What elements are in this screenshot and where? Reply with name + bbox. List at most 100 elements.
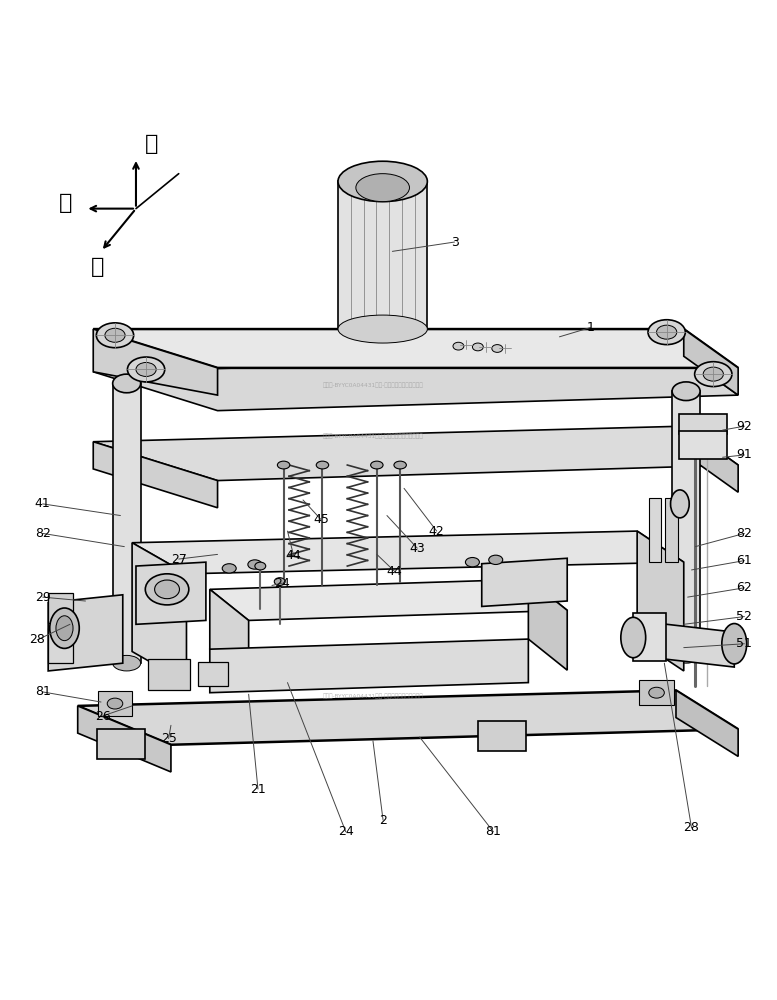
Ellipse shape <box>127 357 165 382</box>
Ellipse shape <box>316 461 329 469</box>
Ellipse shape <box>657 325 677 339</box>
Ellipse shape <box>107 698 123 709</box>
Text: 81: 81 <box>35 685 51 698</box>
Polygon shape <box>132 543 186 683</box>
Ellipse shape <box>356 174 409 202</box>
Ellipse shape <box>113 655 141 671</box>
Bar <box>98 691 132 716</box>
Text: 装配图-BYYC0A04431图格-一种电池箱气密检测装置: 装配图-BYYC0A04431图格-一种电池箱气密检测装置 <box>322 433 423 439</box>
Polygon shape <box>482 558 567 606</box>
Ellipse shape <box>492 345 503 352</box>
Ellipse shape <box>96 323 134 348</box>
Bar <box>665 498 678 562</box>
Polygon shape <box>210 589 249 680</box>
Text: 82: 82 <box>737 527 752 540</box>
Polygon shape <box>633 620 734 667</box>
Polygon shape <box>637 531 684 671</box>
Text: 44: 44 <box>387 565 402 578</box>
Text: 91: 91 <box>737 448 752 461</box>
Text: 82: 82 <box>35 527 51 540</box>
Polygon shape <box>136 562 206 624</box>
Text: 1: 1 <box>587 321 594 334</box>
Text: 42: 42 <box>429 525 444 538</box>
Bar <box>649 498 661 562</box>
Text: 24: 24 <box>338 825 354 838</box>
Text: 前: 前 <box>90 257 104 277</box>
Ellipse shape <box>136 362 156 376</box>
Text: 52: 52 <box>737 610 752 623</box>
Text: 28: 28 <box>30 633 45 646</box>
Text: 81: 81 <box>486 825 501 838</box>
Text: 92: 92 <box>737 420 752 433</box>
Text: 3: 3 <box>451 236 458 249</box>
Ellipse shape <box>703 367 723 381</box>
Ellipse shape <box>155 580 179 599</box>
Polygon shape <box>48 595 123 671</box>
Text: 44: 44 <box>286 549 301 562</box>
Ellipse shape <box>472 343 483 351</box>
Ellipse shape <box>113 374 141 393</box>
Polygon shape <box>78 706 171 772</box>
Polygon shape <box>93 426 738 481</box>
Ellipse shape <box>695 362 732 387</box>
Text: 25: 25 <box>161 732 176 745</box>
Polygon shape <box>97 729 145 759</box>
Bar <box>48 593 73 623</box>
Bar <box>633 613 666 661</box>
Polygon shape <box>528 579 567 670</box>
Text: 27: 27 <box>171 553 186 566</box>
Ellipse shape <box>722 624 747 664</box>
Polygon shape <box>93 356 738 411</box>
Ellipse shape <box>222 564 236 573</box>
Polygon shape <box>676 690 738 756</box>
Ellipse shape <box>255 562 266 570</box>
Ellipse shape <box>338 315 427 343</box>
Ellipse shape <box>394 461 406 469</box>
Ellipse shape <box>648 320 685 345</box>
Polygon shape <box>113 383 141 663</box>
Text: 24: 24 <box>274 577 290 590</box>
Bar <box>679 431 727 459</box>
Text: 61: 61 <box>737 554 752 567</box>
Text: 45: 45 <box>313 513 329 526</box>
Bar <box>679 414 727 434</box>
Polygon shape <box>78 690 738 745</box>
Text: 43: 43 <box>409 542 425 555</box>
Polygon shape <box>93 329 218 395</box>
Text: 左: 左 <box>59 193 73 213</box>
Ellipse shape <box>56 616 73 641</box>
Ellipse shape <box>105 328 125 342</box>
Ellipse shape <box>274 578 285 585</box>
Bar <box>48 628 73 663</box>
Polygon shape <box>684 329 738 395</box>
Ellipse shape <box>145 574 189 605</box>
Polygon shape <box>210 639 528 693</box>
Polygon shape <box>672 391 700 655</box>
Ellipse shape <box>489 555 503 564</box>
Ellipse shape <box>277 461 290 469</box>
Polygon shape <box>684 426 738 492</box>
Bar <box>148 659 190 690</box>
Text: 21: 21 <box>250 783 266 796</box>
Bar <box>639 680 674 705</box>
Text: 装配图-BYYC0A04431图格-一种电池箱气密检测装置: 装配图-BYYC0A04431图格-一种电池箱气密检测装置 <box>322 382 423 388</box>
Text: 62: 62 <box>737 581 752 594</box>
Ellipse shape <box>621 617 646 658</box>
Polygon shape <box>478 721 526 751</box>
Ellipse shape <box>50 608 79 648</box>
Text: 2: 2 <box>379 814 387 827</box>
Ellipse shape <box>671 490 689 518</box>
Ellipse shape <box>371 461 383 469</box>
Ellipse shape <box>672 648 700 663</box>
Text: 28: 28 <box>684 821 699 834</box>
Ellipse shape <box>453 342 464 350</box>
Ellipse shape <box>672 382 700 401</box>
Text: 41: 41 <box>35 497 51 510</box>
Polygon shape <box>93 329 738 368</box>
Ellipse shape <box>338 161 427 202</box>
Bar <box>198 662 228 686</box>
Text: 装配图-BYYC0A04431图格-一种电池箱气密检测装置: 装配图-BYYC0A04431图格-一种电池箱气密检测装置 <box>322 693 423 699</box>
Text: 51: 51 <box>737 637 752 650</box>
Polygon shape <box>210 579 567 620</box>
Polygon shape <box>338 181 427 329</box>
